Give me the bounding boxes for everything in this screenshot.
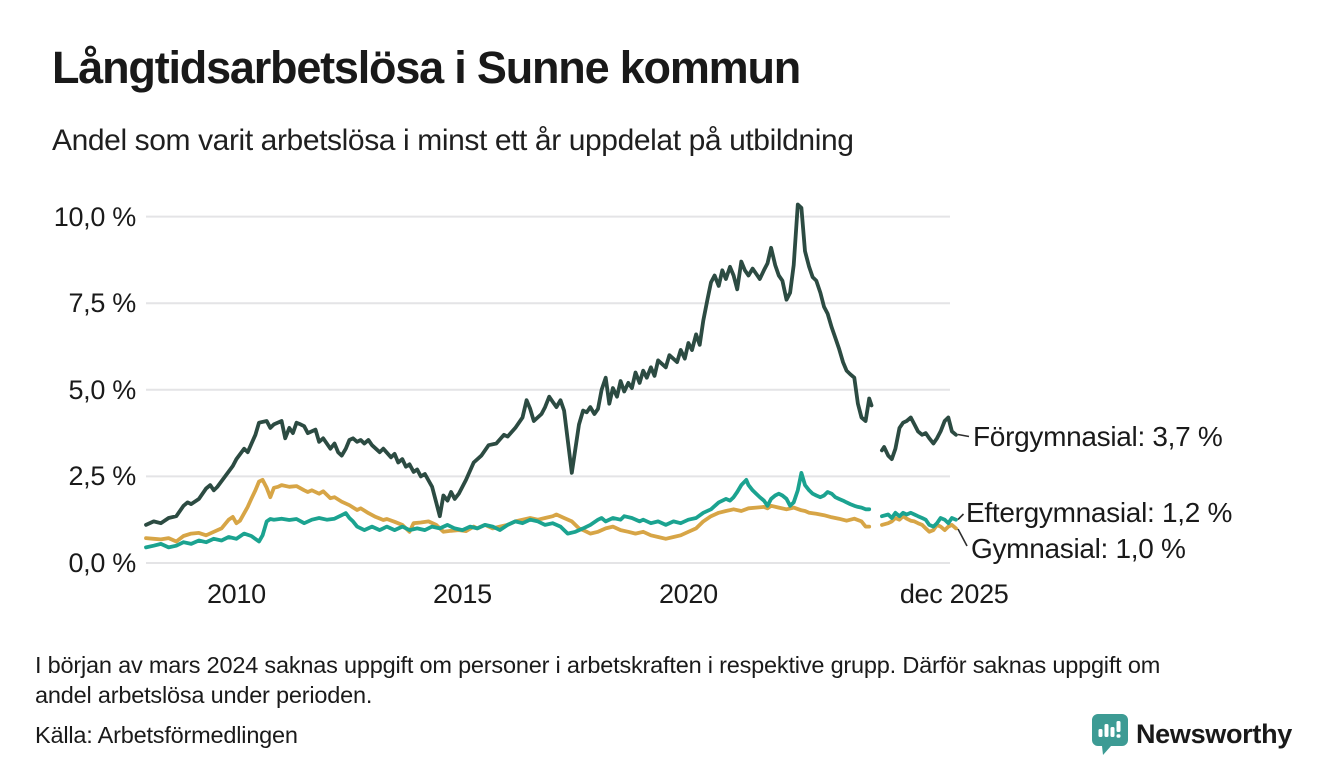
newsworthy-logo: Newsworthy <box>1090 712 1292 756</box>
y-axis-tick-label: 7,5 % <box>68 288 136 319</box>
series-end-label-forgymnasial: Förgymnasial: 3,7 % <box>973 421 1223 452</box>
y-axis-tick-label: 2,5 % <box>68 461 136 492</box>
end-label-connector-eftergymnasial <box>957 513 965 521</box>
series-lines <box>144 202 958 550</box>
series-end-label-gymnasial: Gymnasial: 1,0 % <box>971 533 1186 564</box>
y-axis-tick-label: 0,0 % <box>68 548 136 578</box>
speech-bubble-shape <box>1091 714 1128 755</box>
series-line-eftergymnasial <box>144 471 958 550</box>
x-axis-tick-label: 2010 <box>206 579 266 609</box>
footnote-line: andel arbetslösa under perioden. <box>35 682 373 709</box>
chart-subtitle: Andel som varit arbetslösa i minst ett å… <box>52 124 854 157</box>
end-label-connector-forgymnasial <box>957 433 970 438</box>
label-connectors <box>957 433 970 547</box>
gridlines <box>146 215 950 564</box>
series-line-forgymnasial <box>144 202 958 527</box>
newsworthy-logo-icon <box>1091 714 1128 755</box>
series-line-gymnasial <box>144 478 958 544</box>
x-axis-tick-label: dec 2025 <box>899 579 1009 609</box>
footnote: I början av mars 2024 saknas uppgift om … <box>35 650 1295 710</box>
y-axis-tick-label: 5,0 % <box>68 374 136 405</box>
bar-chart-glyph <box>1098 721 1121 738</box>
footnote-line: I början av mars 2024 saknas uppgift om … <box>35 652 1161 678</box>
newsworthy-logo-text: Newsworthy <box>1135 718 1292 749</box>
chart-title: Långtidsarbetslösa i Sunne kommun <box>52 42 801 93</box>
source-text: Källa: Arbetsförmedlingen <box>35 722 298 748</box>
series-end-label-eftergymnasial: Eftergymnasial: 1,2 % <box>966 497 1233 528</box>
y-axis-tick-label: 10,0 % <box>53 201 137 232</box>
x-axis-tick-label: 2020 <box>658 579 718 609</box>
end-label-connector-gymnasial <box>957 528 968 547</box>
x-axis-tick-label: 2015 <box>432 579 492 609</box>
